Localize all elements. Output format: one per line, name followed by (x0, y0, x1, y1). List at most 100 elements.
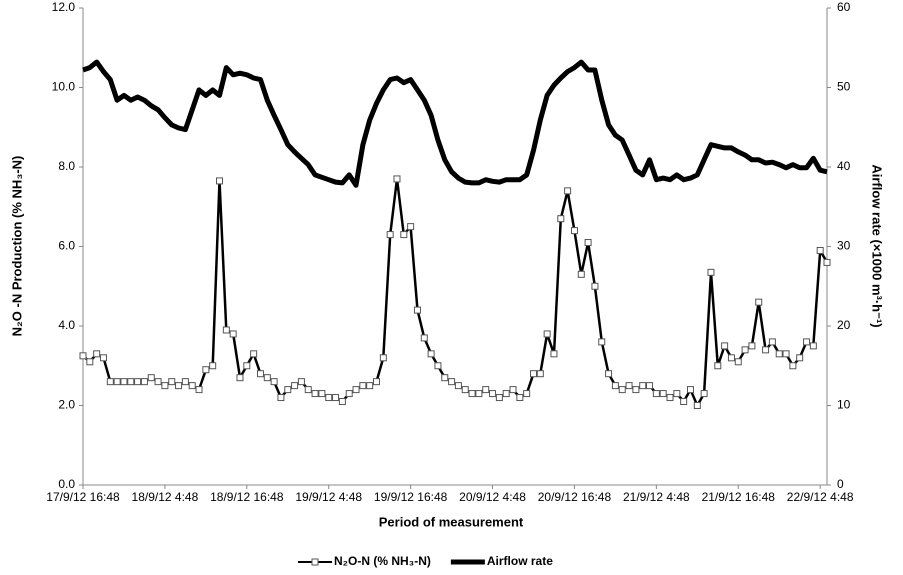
marker (181, 378, 189, 386)
marker (823, 258, 831, 266)
y-axis-title: N₂O -N Production (% NH₃-N) (9, 156, 24, 337)
marker (113, 378, 121, 386)
marker (659, 390, 667, 398)
y2-tick-label: 40 (837, 159, 851, 173)
marker (680, 398, 688, 406)
marker (468, 390, 476, 398)
marker (120, 378, 128, 386)
x-tick-label: 18/9/12 16:48 (210, 490, 284, 504)
marker (543, 330, 551, 338)
marker (482, 386, 490, 394)
marker (721, 342, 729, 350)
marker (693, 402, 701, 409)
y2-tick-label: 10 (837, 398, 851, 412)
marker (263, 374, 271, 382)
marker (168, 378, 176, 386)
marker (134, 378, 142, 386)
marker (816, 246, 824, 254)
marker (393, 175, 401, 183)
y-tick-label: 0.0 (58, 477, 75, 491)
marker (796, 354, 804, 362)
marker (557, 215, 565, 223)
marker (741, 346, 749, 354)
x-tick-label: 18/9/12 4:48 (132, 490, 199, 504)
marker (86, 358, 94, 366)
marker (284, 386, 292, 394)
x-axis-title: Period of measurement (379, 514, 524, 529)
marker (611, 382, 619, 390)
marker (229, 330, 237, 338)
marker (161, 382, 169, 390)
marker (427, 350, 435, 358)
marker (618, 386, 626, 394)
y-tick-label: 6.0 (58, 239, 75, 253)
marker (311, 390, 319, 398)
marker (188, 382, 196, 390)
marker (93, 350, 101, 358)
x-tick-label: 21/9/12 16:48 (702, 490, 776, 504)
marker (127, 378, 135, 386)
x-tick-label: 19/9/12 4:48 (295, 490, 362, 504)
legend-label: N₂O-N (% NH₃-N) (334, 554, 431, 568)
marker (195, 386, 203, 394)
legend-marker (311, 558, 319, 566)
legend-label: Airflow rate (487, 554, 553, 568)
marker (106, 378, 114, 386)
marker (448, 378, 456, 386)
marker (564, 187, 572, 195)
marker (666, 394, 674, 402)
marker (509, 386, 517, 394)
marker (584, 239, 592, 247)
marker (809, 342, 817, 350)
y-tick-label: 10.0 (52, 80, 76, 94)
y-tick-label: 8.0 (58, 159, 75, 173)
y-tick-label: 4.0 (58, 318, 75, 332)
marker (407, 223, 415, 231)
marker (373, 378, 381, 386)
y2-tick-label: 50 (837, 80, 851, 94)
marker (495, 394, 503, 402)
x-tick-label: 17/9/12 16:48 (46, 490, 120, 504)
marker (318, 390, 326, 398)
marker (489, 390, 497, 398)
marker (461, 386, 469, 394)
x-tick-label: 19/9/12 16:48 (374, 490, 448, 504)
marker (140, 378, 148, 386)
marker (475, 390, 483, 398)
marker (755, 298, 763, 306)
marker (277, 394, 285, 402)
marker (332, 394, 340, 402)
marker (434, 362, 442, 370)
y2-axis-title: Airflow rate (×1000 m³·h⁻¹) (870, 164, 885, 327)
y2-tick-label: 0 (837, 477, 844, 491)
marker (345, 390, 353, 398)
marker (99, 354, 107, 362)
marker (577, 270, 585, 278)
marker (202, 366, 210, 374)
y2-tick-label: 60 (837, 0, 851, 14)
marker (734, 358, 742, 366)
marker (304, 386, 312, 394)
marker (536, 370, 544, 378)
y2-tick-label: 30 (837, 239, 851, 253)
marker (782, 350, 790, 358)
marker (338, 398, 346, 406)
x-tick-label: 20/9/12 4:48 (459, 490, 526, 504)
marker (420, 334, 428, 342)
marker (379, 354, 387, 362)
series-line (82, 177, 829, 407)
x-tick-label: 20/9/12 16:48 (538, 490, 612, 504)
marker (250, 350, 258, 358)
marker (591, 282, 599, 290)
marker (216, 177, 224, 185)
marker (748, 342, 756, 350)
marker (175, 382, 183, 390)
marker (359, 382, 367, 390)
marker (516, 394, 524, 402)
marker (523, 390, 531, 398)
marker (789, 362, 797, 370)
marker (366, 382, 374, 390)
marker (222, 326, 230, 334)
marker (154, 378, 162, 386)
